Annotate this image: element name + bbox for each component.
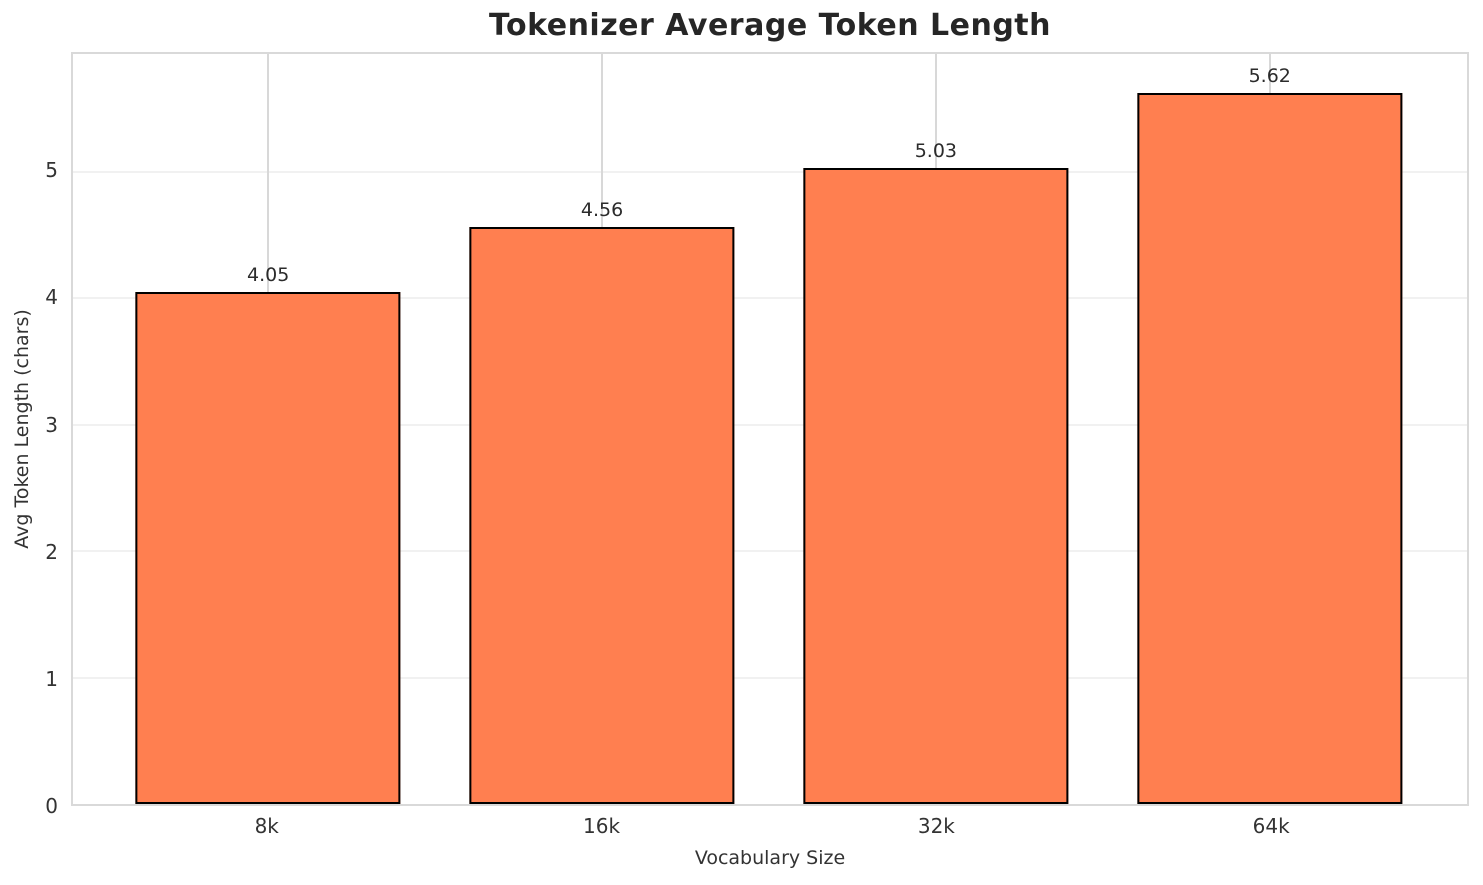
horizontal-gridline	[73, 676, 1467, 679]
bar-value-label: 4.56	[580, 199, 624, 222]
y-tick-label: 2	[45, 539, 58, 564]
x-axis-label: Vocabulary Size	[694, 847, 846, 869]
x-tick-label: 8k	[254, 814, 279, 838]
bar-16k	[469, 227, 735, 804]
bar-value-label: 4.05	[247, 263, 290, 286]
x-tick-label: 32k	[917, 814, 955, 838]
y-tick-label: 3	[45, 412, 58, 437]
bar-value-label: 5.62	[1248, 65, 1291, 88]
y-tick-label: 5	[45, 158, 58, 183]
y-tick-label: 0	[45, 794, 58, 818]
horizontal-gridline	[73, 423, 1467, 426]
x-tick-label: 64k	[1252, 814, 1290, 838]
bar-64k	[1137, 93, 1403, 804]
chart-title: Tokenizer Average Token Length	[488, 8, 1051, 43]
horizontal-gridline	[73, 297, 1467, 300]
plot-area: 4.05 4.56 5.03 5.62	[71, 52, 1469, 806]
x-tick-label: 16k	[583, 814, 621, 838]
bar-value-label: 5.03	[914, 139, 958, 162]
y-tick-label: 1	[45, 666, 58, 691]
horizontal-gridline	[73, 550, 1467, 553]
y-axis-ticks: 0 1 2 3 4 5	[0, 52, 58, 818]
bar-8k	[135, 291, 401, 804]
x-axis-ticks: 8k 16k 32k 64k	[71, 814, 1469, 844]
horizontal-gridline	[73, 170, 1467, 173]
bar-32k	[803, 167, 1069, 804]
y-tick-label: 4	[45, 285, 58, 310]
